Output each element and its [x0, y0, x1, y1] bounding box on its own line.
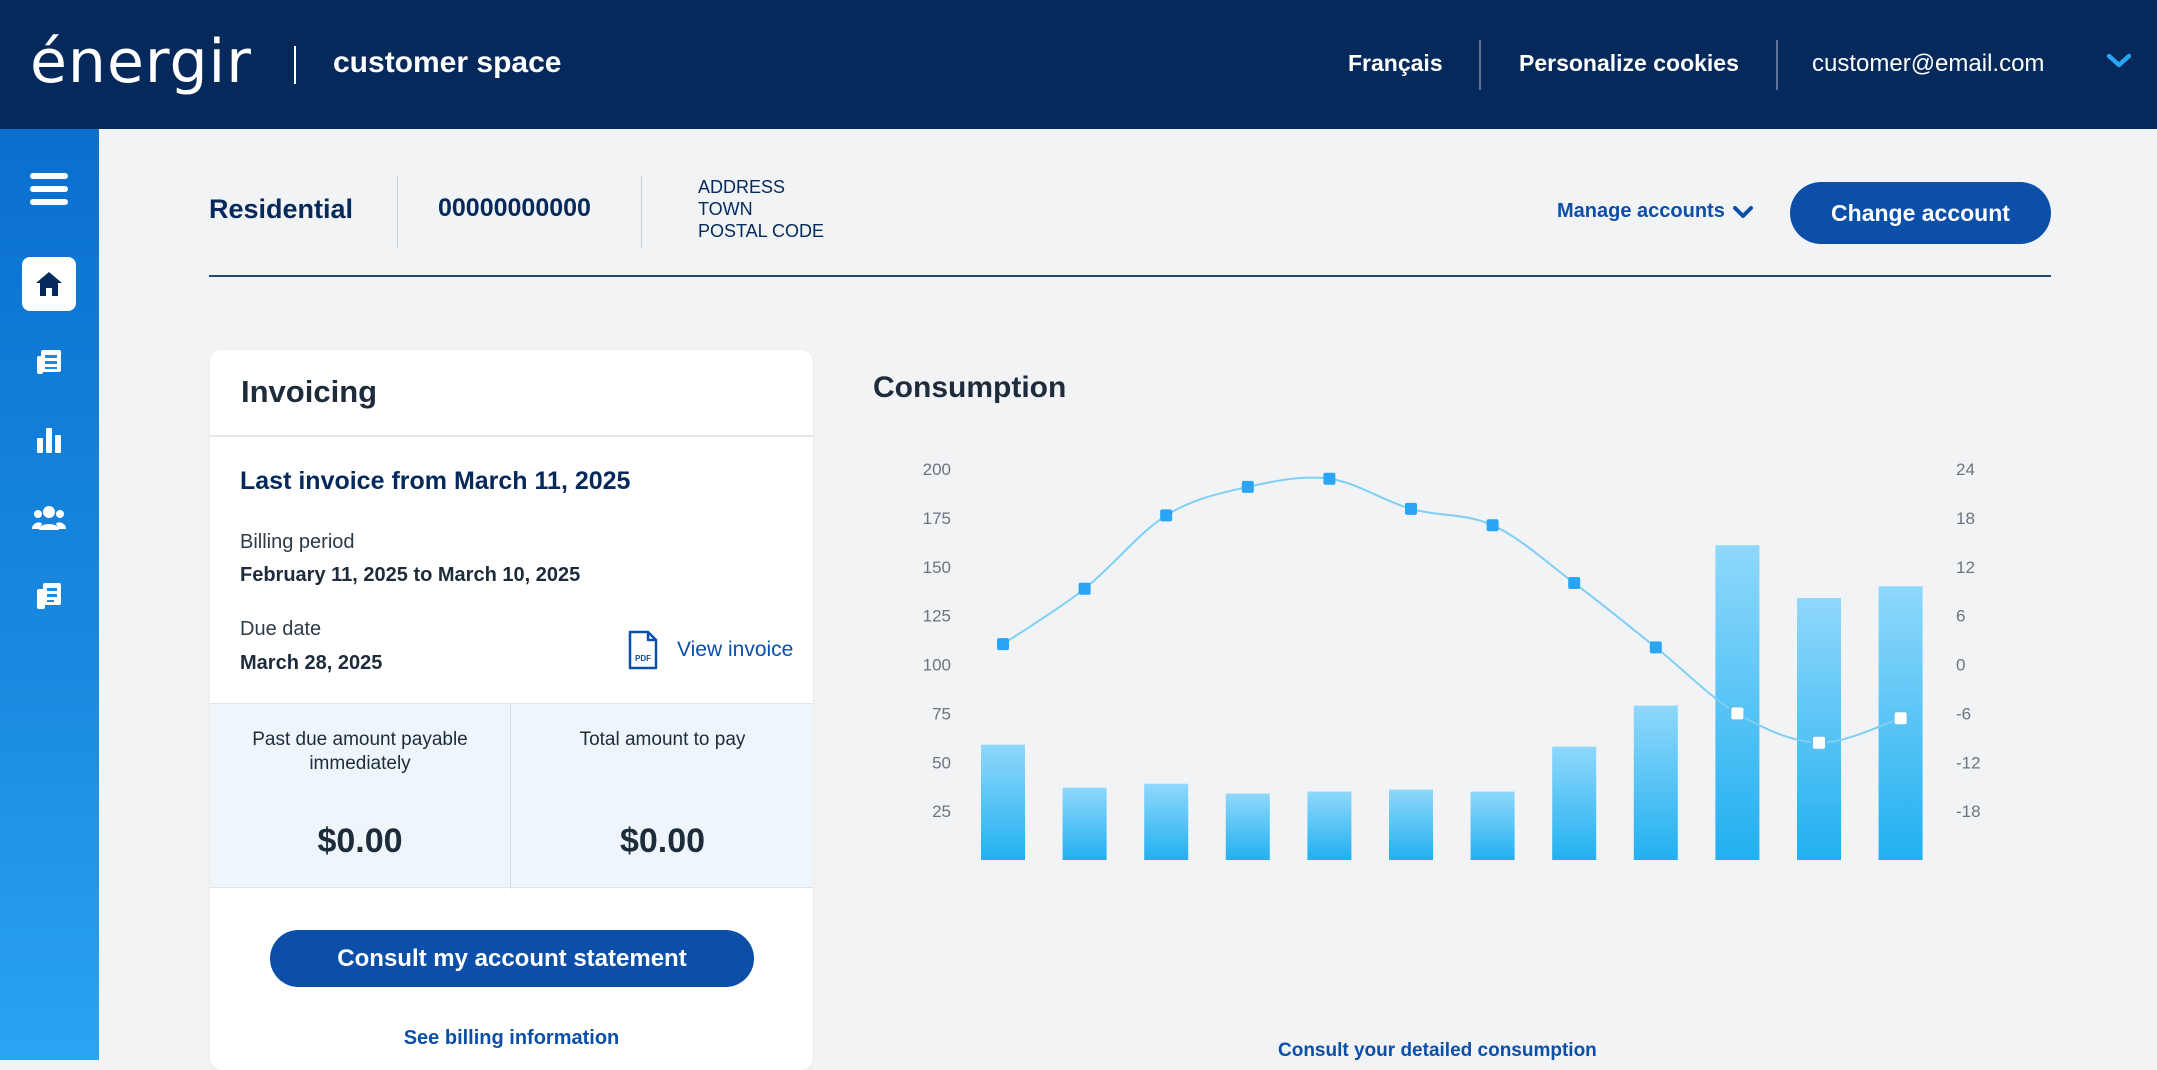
manage-accounts-dropdown[interactable]: Manage accounts	[1557, 200, 1753, 223]
documents-icon	[37, 583, 61, 609]
consumption-bar	[1470, 791, 1515, 860]
top-header: énergir customer space Français Personal…	[0, 0, 2157, 129]
sidebar-item-users[interactable]	[22, 491, 76, 545]
left-axis-tick-label: 100	[923, 656, 951, 675]
right-axis-tick-label: 12	[1956, 558, 1975, 577]
invoice-icon	[37, 350, 61, 374]
invoicing-card: Invoicing Last invoice from March 11, 20…	[210, 350, 813, 1070]
see-billing-information-link[interactable]: See billing information	[403, 1027, 620, 1049]
consult-account-statement-button[interactable]: Consult my account statement	[270, 930, 754, 987]
sidebar-item-home[interactable]	[22, 257, 76, 311]
temperature-point	[1405, 502, 1417, 515]
due-date-label: Due date	[240, 618, 322, 640]
left-axis-tick-label: 175	[923, 509, 951, 528]
past-due-amount: Past due amount payable immediately $0.0…	[210, 704, 511, 889]
temperature-point	[1892, 710, 1909, 727]
view-invoice-link[interactable]: PDF View invoice	[627, 630, 793, 670]
user-menu-email[interactable]: customer@email.com	[1812, 50, 2045, 77]
address-line: TOWN	[698, 199, 753, 219]
manage-accounts-label: Manage accounts	[1557, 200, 1725, 222]
chevron-down-icon[interactable]	[2106, 52, 2132, 75]
amounts-panel: Past due amount payable immediately $0.0…	[210, 703, 813, 889]
right-axis-tick-label: -12	[1956, 753, 1981, 772]
billing-period-value: February 11, 2025 to March 10, 2025	[240, 564, 581, 586]
consumption-bar	[1144, 783, 1189, 860]
right-axis-tick-label: 6	[1956, 607, 1965, 626]
temperature-point	[1486, 519, 1499, 532]
consumption-bar	[1062, 787, 1107, 860]
left-axis-tick-label: 25	[932, 802, 951, 821]
past-due-label: Past due amount payable immediately	[252, 729, 468, 774]
address-line: ADDRESS	[698, 177, 786, 197]
right-axis-tick-label: -18	[1956, 802, 1981, 821]
consumption-bar	[1552, 746, 1597, 860]
chevron-down-icon	[1732, 205, 1753, 218]
temperature-point	[997, 638, 1009, 651]
total-amount-label: Total amount to pay	[579, 729, 746, 750]
header-divider	[1776, 40, 1778, 90]
total-amount: Total amount to pay $0.00	[512, 704, 813, 889]
home-icon	[36, 272, 62, 296]
temperature-point	[1078, 582, 1091, 595]
detailed-consumption-link[interactable]: Consult your detailed consumption	[1278, 1040, 1597, 1061]
menu-icon[interactable]	[22, 162, 76, 216]
pdf-badge-text: PDF	[635, 654, 651, 663]
consumption-bar	[1307, 791, 1352, 860]
temperature-line	[1002, 476, 1901, 744]
account-number: 00000000000	[438, 194, 591, 222]
left-axis-tick-label: 50	[932, 753, 951, 772]
header-divider	[1479, 40, 1481, 90]
pdf-icon: PDF	[628, 630, 658, 670]
temperature-point	[1729, 705, 1746, 722]
left-axis-tick-label: 200	[923, 460, 951, 479]
change-account-button[interactable]: Change account	[1790, 182, 2051, 244]
account-type: Residential	[209, 194, 354, 224]
past-due-value: $0.00	[317, 822, 403, 860]
consumption-bar	[1633, 705, 1678, 860]
right-axis-tick-label: 24	[1956, 460, 1975, 479]
card-divider	[210, 435, 813, 437]
left-axis-tick-label: 75	[932, 704, 951, 723]
consumption-bar	[1389, 789, 1433, 860]
total-amount-value: $0.00	[619, 822, 706, 860]
account-divider-line	[209, 275, 2051, 277]
last-invoice-heading: Last invoice from March 11, 2025	[240, 467, 631, 495]
temperature-point	[1811, 734, 1827, 751]
personalize-cookies-link[interactable]: Personalize cookies	[1519, 50, 1739, 76]
consumption-bar	[1225, 793, 1270, 860]
right-axis-tick-label: 18	[1956, 509, 1975, 528]
temperature-point	[1649, 641, 1662, 654]
energir-logo[interactable]: énergir	[30, 22, 252, 102]
address-line: POSTAL CODE	[698, 221, 825, 241]
consumption-bar	[1797, 598, 1841, 860]
temperature-point	[1241, 480, 1254, 493]
account-address: ADDRESS TOWN POSTAL CODE	[698, 176, 824, 242]
right-axis-tick-label: 0	[1956, 656, 1965, 675]
sidebar-item-consumption[interactable]	[22, 413, 76, 467]
sidebar-item-invoices[interactable]	[22, 335, 76, 389]
sidebar-item-documents[interactable]	[22, 569, 76, 623]
header-divider	[294, 46, 296, 84]
left-axis-tick-label: 125	[923, 607, 951, 626]
users-icon	[32, 506, 66, 530]
temperature-point	[1568, 577, 1581, 590]
account-divider	[641, 176, 642, 248]
invoicing-title: Invoicing	[241, 374, 378, 409]
billing-period-label: Billing period	[240, 531, 355, 553]
consumption-title: Consumption	[873, 371, 1067, 404]
account-divider	[397, 176, 398, 248]
language-link[interactable]: Français	[1348, 50, 1443, 76]
temperature-point	[1160, 509, 1173, 522]
view-invoice-label: View invoice	[677, 638, 794, 661]
left-axis-tick-label: 150	[923, 558, 951, 577]
chart-icon	[37, 428, 61, 453]
sidebar	[0, 129, 99, 1060]
right-axis-tick-label: -6	[1956, 704, 1971, 723]
app-title: customer space	[333, 46, 562, 79]
consumption-chart: 200 175 150 125 100 75 50 25 24 18 12 6 0 -6 -12 -18	[923, 460, 1981, 860]
logo-text: énergir	[30, 27, 252, 97]
due-date-value: March 28, 2025	[240, 652, 383, 674]
temperature-point	[1323, 472, 1336, 485]
consumption-bar	[981, 744, 1025, 860]
